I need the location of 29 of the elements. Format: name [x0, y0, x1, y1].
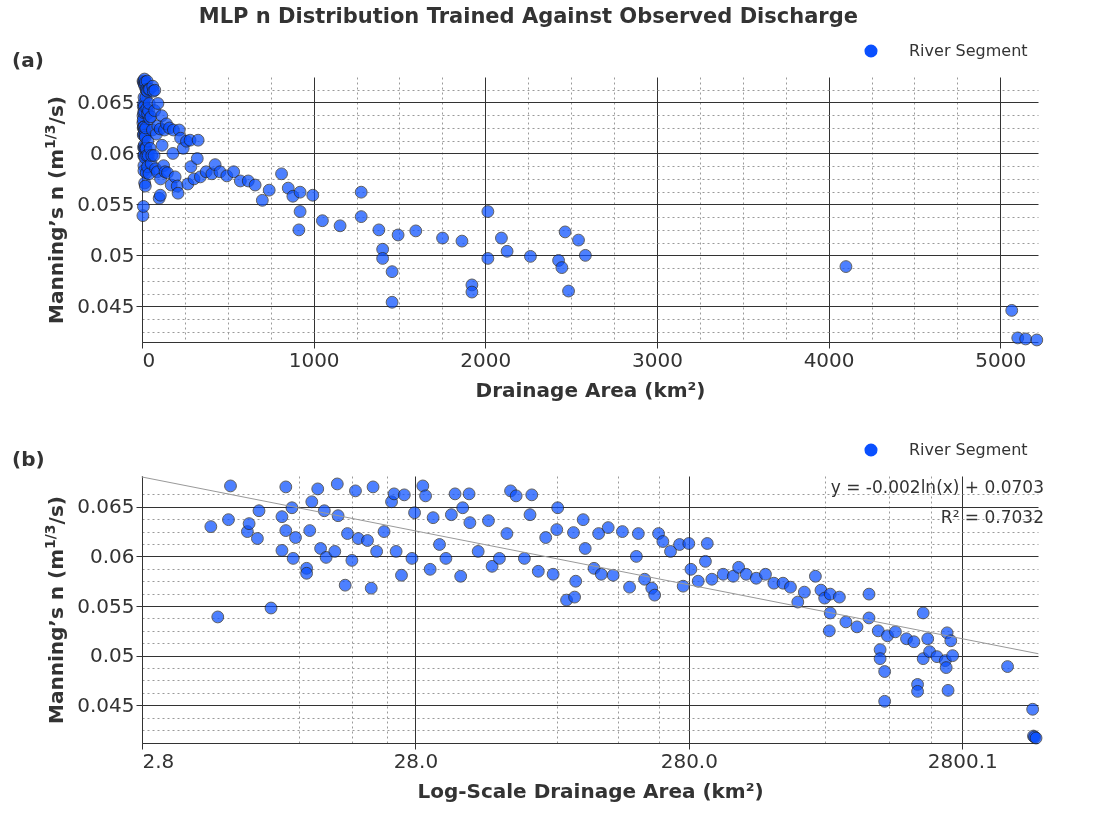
y-tick-label: 0.055	[77, 593, 135, 618]
y-tick-label: 0.065	[77, 494, 135, 519]
x-axis-title: Log-Scale Drainage Area (km²)	[417, 778, 764, 803]
y-tick-label: 0.05	[89, 643, 135, 668]
x-tick-label: 5000	[975, 347, 1027, 372]
x-tick-label: 28.0	[393, 748, 439, 773]
y-tick-label: 0.06	[89, 140, 135, 165]
chart-title: MLP n Distribution Trained Against Observed Discharge	[198, 4, 858, 28]
y-tick-label: 0.045	[77, 293, 135, 318]
y-tick-label: 0.05	[89, 242, 135, 267]
y-tick-label: 0.055	[77, 191, 135, 216]
annotation: R² = 0.7032	[940, 507, 1044, 527]
y-tick-label: 0.065	[77, 89, 135, 114]
y-tick-label: 0.06	[89, 543, 135, 568]
x-tick-label: 4000	[803, 347, 855, 372]
y-tick-label: 0.045	[77, 692, 135, 717]
text: (b)	[12, 447, 45, 471]
legend-label: River Segment	[909, 440, 1028, 459]
x-tick-label: 280.0	[660, 748, 718, 773]
x-tick-label: 2.8	[142, 748, 175, 773]
x-tick-label: 2800.1	[927, 748, 998, 773]
legend-label: River Segment	[909, 41, 1028, 60]
x-tick-label: 2000	[460, 347, 512, 372]
x-tick-label: 3000	[631, 347, 683, 372]
x-tick-label: 0	[142, 347, 156, 372]
x-tick-label: 1000	[288, 347, 340, 372]
x-axis-title: Drainage Area (km²)	[475, 377, 706, 402]
text: (a)	[12, 48, 44, 72]
annotation: y = -0.002ln(x) + 0.0703	[830, 477, 1044, 497]
